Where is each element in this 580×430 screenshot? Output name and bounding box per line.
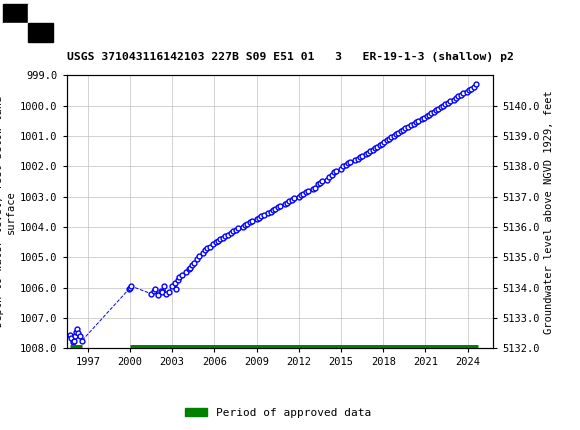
Bar: [3, 3, 52, 42]
Bar: [3, 3, 28, 22]
Bar: [28, 3, 53, 22]
Legend: Period of approved data: Period of approved data: [181, 403, 376, 422]
Bar: [28, 22, 53, 42]
Text: USGS 371043116142103 227B S09 E51 01   3   ER-19-1-3 (shallow) p2: USGS 371043116142103 227B S09 E51 01 3 E…: [67, 52, 513, 62]
Y-axis label: Depth to water level, feet below land
surface: Depth to water level, feet below land su…: [0, 96, 16, 327]
Y-axis label: Groundwater level above NGVD 1929, feet: Groundwater level above NGVD 1929, feet: [543, 90, 554, 334]
Text: USGS: USGS: [58, 13, 118, 32]
Bar: [3, 22, 28, 42]
